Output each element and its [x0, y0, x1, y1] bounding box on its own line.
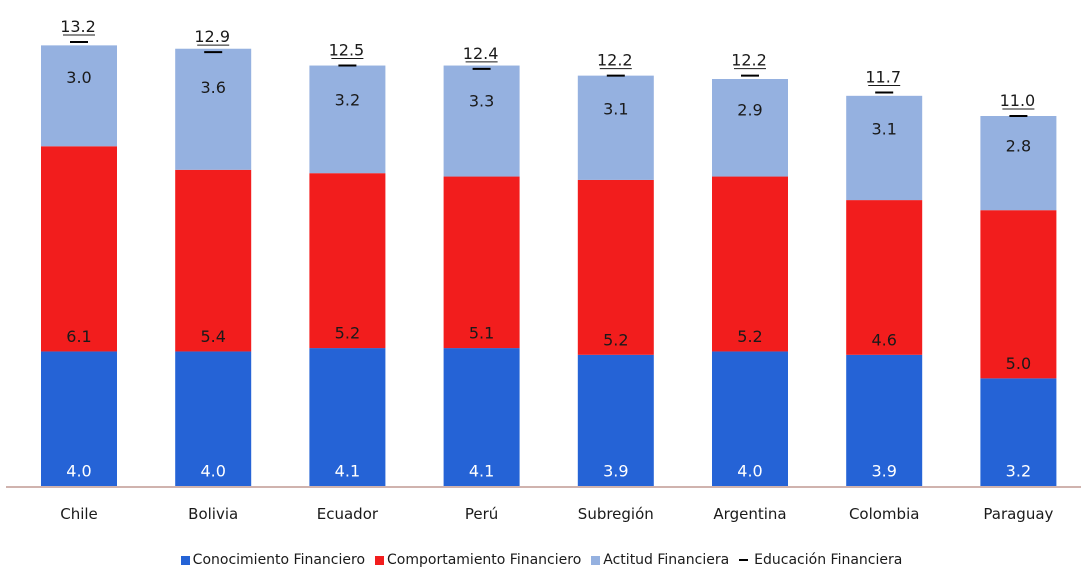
legend: Conocimiento Financiero Comportamiento F… [0, 548, 1083, 572]
legend-item-actitud: Actitud Financiera [591, 552, 729, 568]
segment-value-label-comportamiento: 4.6 [871, 330, 896, 349]
segment-value-label-conocimiento: 4.0 [200, 462, 225, 481]
legend-swatch-comportamiento [375, 555, 385, 565]
legend-item-conocimiento: Conocimiento Financiero [180, 552, 366, 568]
bar-segment-conocimiento [41, 351, 117, 486]
bar-segment-conocimiento [309, 348, 386, 486]
legend-label-actitud: Actitud Financiera [603, 552, 730, 568]
legend-dash-educacion [739, 559, 749, 561]
segment-value-label-actitud: 3.1 [871, 120, 896, 139]
segment-value-label-actitud: 3.3 [469, 92, 494, 111]
segment-value-label-actitud: 3.2 [335, 91, 360, 110]
total-value-label: 12.2 [597, 51, 633, 70]
bar-segment-actitud [577, 75, 654, 180]
segment-value-label-actitud: 3.0 [66, 68, 91, 87]
legend-swatch-conocimiento [180, 555, 190, 565]
bar-segment-comportamiento [443, 176, 520, 349]
bar-segment-comportamiento [309, 173, 386, 349]
bar-segment-conocimiento [980, 378, 1057, 486]
total-marks-layer: 13.2 12.9 12.5 12.4 12.2 12.2 11.7 11.0 [60, 17, 1036, 117]
bar-segment-actitud [980, 116, 1057, 211]
x-tick-label: Argentina [713, 505, 786, 523]
segment-value-label-actitud: 3.6 [200, 78, 225, 97]
bar-segment-actitud [443, 65, 520, 177]
total-value-label: 12.5 [329, 41, 365, 60]
bar-segment-actitud [846, 95, 923, 201]
segment-value-label-conocimiento: 4.1 [469, 462, 494, 481]
bar-segment-comportamiento [846, 200, 923, 355]
segment-value-label-comportamiento: 5.1 [469, 324, 494, 343]
bar-segment-conocimiento [712, 351, 788, 486]
x-tick-label: Chile [60, 505, 98, 523]
bar-segment-actitud [712, 79, 788, 177]
total-value-label: 11.7 [865, 67, 901, 86]
segment-value-label-comportamiento: 5.2 [603, 330, 628, 349]
segment-value-label-comportamiento: 5.4 [200, 327, 225, 346]
bar-segment-conocimiento [443, 348, 520, 486]
bar-segment-comportamiento [577, 179, 654, 355]
bar-segment-comportamiento [712, 176, 788, 352]
bar-segment-conocimiento [577, 354, 654, 486]
segment-value-label-conocimiento: 4.0 [737, 462, 762, 481]
segment-value-label-comportamiento: 5.2 [737, 327, 762, 346]
x-tick-label: Perú [465, 505, 498, 523]
bar-segment-conocimiento [175, 351, 252, 486]
legend-label-comportamiento: Comportamiento Financiero [387, 552, 582, 568]
segment-value-label-conocimiento: 3.9 [603, 462, 628, 481]
legend-label-educacion: Educación Financiera [754, 552, 903, 568]
x-tick-label: Subregión [578, 505, 654, 523]
legend-label-conocimiento: Conocimiento Financiero [192, 552, 366, 568]
segment-value-label-conocimiento: 3.2 [1006, 462, 1031, 481]
total-value-label: 12.9 [194, 27, 230, 46]
x-tick-label: Ecuador [317, 505, 379, 523]
segment-value-label-comportamiento: 5.2 [335, 324, 360, 343]
total-value-label: 11.0 [1000, 91, 1036, 110]
segment-value-label-comportamiento: 6.1 [66, 327, 91, 346]
bar-segment-conocimiento [846, 354, 923, 486]
segment-value-label-conocimiento: 4.0 [66, 462, 91, 481]
x-tick-label: Colombia [849, 505, 920, 523]
segment-value-label-actitud: 2.8 [1006, 137, 1031, 156]
x-tick-label: Bolivia [188, 505, 238, 523]
bar-segment-actitud [309, 65, 386, 174]
legend-item-comportamiento: Comportamiento Financiero [375, 552, 581, 568]
legend-item-educacion: Educación Financiera [739, 552, 902, 568]
bar-segment-actitud [175, 48, 252, 170]
x-tick-labels-layer: Chile Bolivia Ecuador Perú Subregión Argentin… [60, 505, 1053, 523]
bar-segment-comportamiento [980, 210, 1057, 379]
segment-value-label-actitud: 2.9 [737, 101, 762, 120]
segment-value-label-actitud: 3.1 [603, 100, 628, 119]
segment-labels-layer: 4.0 6.1 3.0 4.0 5.4 3.6 4.1 5.2 3.2 4.1 5.1 3.3 3.9 5… [66, 68, 1031, 480]
total-value-label: 13.2 [60, 17, 96, 36]
segment-value-label-comportamiento: 5.0 [1006, 354, 1031, 373]
bars-layer [41, 45, 1057, 486]
legend-swatch-actitud [591, 555, 601, 565]
segment-value-label-conocimiento: 4.1 [335, 462, 360, 481]
bar-segment-comportamiento [41, 146, 117, 352]
total-value-label: 12.4 [463, 44, 499, 63]
bar-segment-actitud [41, 45, 117, 147]
x-tick-label: Paraguay [983, 505, 1053, 523]
total-value-label: 12.2 [731, 51, 767, 70]
segment-value-label-conocimiento: 3.9 [871, 462, 896, 481]
bar-segment-comportamiento [175, 169, 252, 352]
